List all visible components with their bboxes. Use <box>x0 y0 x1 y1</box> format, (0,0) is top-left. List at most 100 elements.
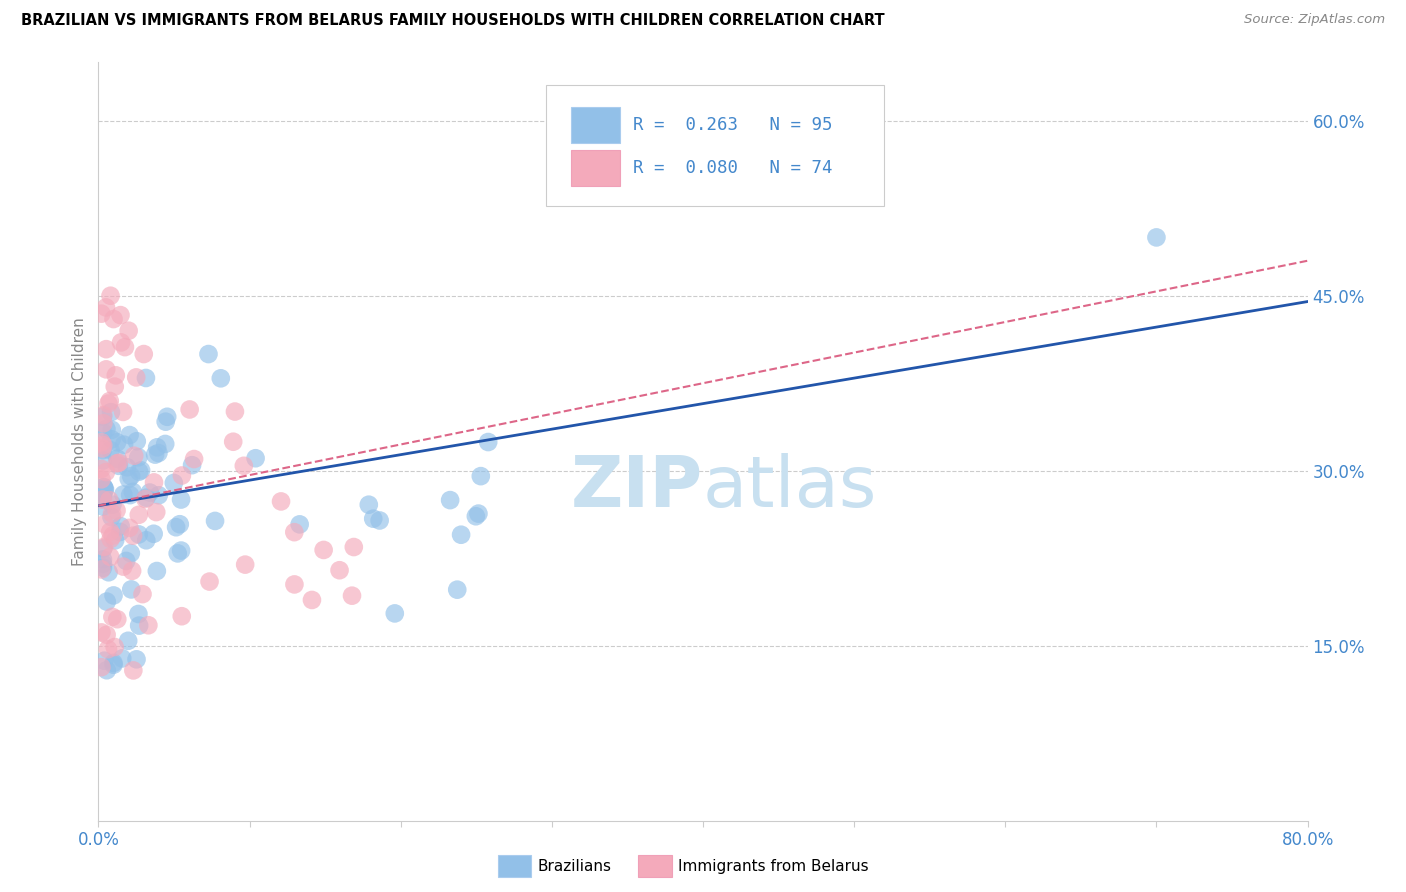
Point <box>112 405 135 419</box>
Point <box>134 491 156 506</box>
Point <box>100 443 122 458</box>
Point <box>112 559 135 574</box>
Point <box>198 574 221 589</box>
Point <box>283 577 305 591</box>
Point <box>90 435 112 450</box>
Point <box>122 449 145 463</box>
Point <box>90 660 112 674</box>
Point <box>163 475 186 490</box>
Point <box>357 498 380 512</box>
Point <box>91 483 114 497</box>
Point <box>121 564 143 578</box>
Point <box>183 452 205 467</box>
Point <box>224 404 246 418</box>
Point <box>93 654 115 668</box>
Point <box>155 415 177 429</box>
Point <box>125 370 148 384</box>
Point <box>166 546 188 560</box>
Point <box>91 425 114 440</box>
Point <box>91 489 114 503</box>
Text: Brazilians: Brazilians <box>537 859 612 873</box>
Point <box>111 651 134 665</box>
Point <box>104 533 127 548</box>
Point <box>222 434 245 449</box>
Point <box>301 593 323 607</box>
Point <box>155 437 177 451</box>
Point <box>96 362 118 376</box>
Point <box>127 450 149 465</box>
Point <box>90 562 112 576</box>
Point <box>179 402 201 417</box>
Text: Immigrants from Belarus: Immigrants from Belarus <box>678 859 869 873</box>
Point <box>312 543 335 558</box>
Point <box>477 435 499 450</box>
Point <box>104 379 127 393</box>
Point <box>209 371 232 385</box>
Point <box>288 517 311 532</box>
Point <box>100 532 122 546</box>
Point <box>105 503 128 517</box>
Point <box>131 587 153 601</box>
Text: Source: ZipAtlas.com: Source: ZipAtlas.com <box>1244 13 1385 27</box>
Point <box>118 472 141 486</box>
Text: BRAZILIAN VS IMMIGRANTS FROM BELARUS FAMILY HOUSEHOLDS WITH CHILDREN CORRELATION: BRAZILIAN VS IMMIGRANTS FROM BELARUS FAM… <box>21 13 884 29</box>
Point <box>340 589 363 603</box>
Point <box>97 642 120 657</box>
Point <box>129 463 152 477</box>
Point <box>118 521 141 535</box>
Point <box>93 517 115 532</box>
Point <box>93 480 115 494</box>
Point <box>98 394 121 409</box>
Point <box>384 607 406 621</box>
Point <box>96 594 118 608</box>
Point <box>132 347 155 361</box>
Point <box>143 475 166 490</box>
Point <box>1144 230 1167 244</box>
Point <box>98 524 121 539</box>
Point <box>135 533 157 548</box>
Point <box>94 465 117 479</box>
Point <box>91 408 114 422</box>
Point <box>100 289 122 303</box>
Point <box>110 335 132 350</box>
Point <box>467 507 489 521</box>
Point <box>128 527 150 541</box>
Text: ZIP: ZIP <box>571 452 703 522</box>
Point <box>93 540 115 554</box>
Point <box>91 492 114 507</box>
Point <box>343 540 366 554</box>
Point <box>170 492 193 507</box>
Point <box>104 640 127 654</box>
Point <box>439 493 461 508</box>
Point <box>91 409 114 424</box>
Point <box>105 456 128 470</box>
Point <box>94 482 117 496</box>
Point <box>446 582 468 597</box>
Point <box>361 511 384 525</box>
Point <box>368 513 391 527</box>
Point <box>122 664 145 678</box>
Point <box>100 423 122 437</box>
Point <box>170 543 193 558</box>
Point <box>96 663 118 677</box>
Point <box>105 435 128 450</box>
Point <box>112 487 135 501</box>
FancyBboxPatch shape <box>571 107 620 143</box>
Point <box>118 428 141 442</box>
Point <box>91 557 114 571</box>
Point <box>118 324 141 338</box>
Point <box>108 524 131 539</box>
Point <box>270 494 292 508</box>
Point <box>128 618 150 632</box>
Point <box>93 483 115 497</box>
Point <box>103 656 125 670</box>
Point <box>115 460 138 475</box>
Point <box>197 347 219 361</box>
Point <box>90 472 112 486</box>
Point <box>105 612 128 626</box>
Point <box>139 485 162 500</box>
Point <box>125 652 148 666</box>
Point <box>97 566 120 580</box>
Point <box>93 480 115 494</box>
Point <box>233 558 256 572</box>
